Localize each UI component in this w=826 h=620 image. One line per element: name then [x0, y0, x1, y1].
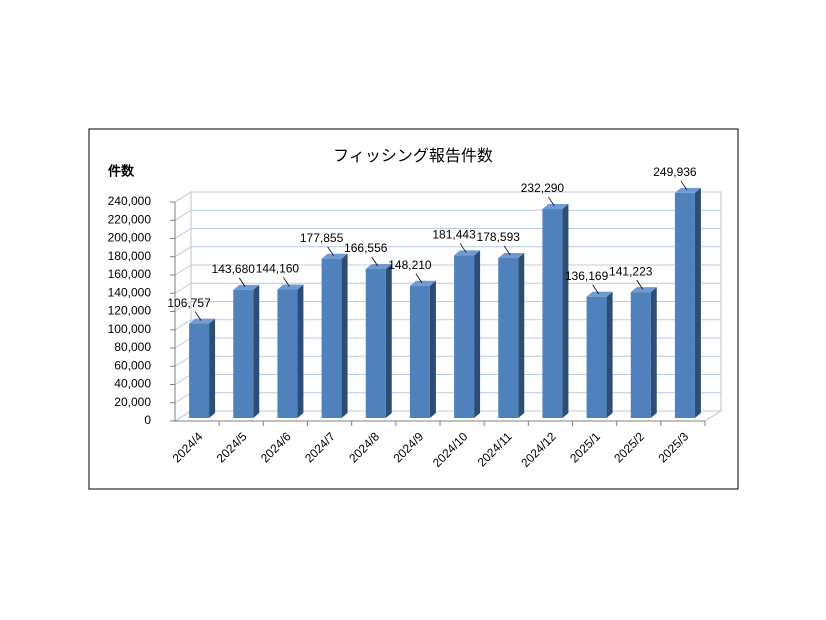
bar-side [385, 264, 392, 418]
y-tick-label: 140,000 [108, 285, 152, 299]
bar [542, 209, 563, 418]
label-leader [459, 243, 467, 253]
bar-top [321, 253, 348, 259]
bar-side [429, 280, 436, 418]
y-tick-label: 100,000 [108, 322, 152, 336]
data-label: 144,160 [256, 262, 300, 276]
bar [233, 289, 254, 418]
bar-side [606, 291, 613, 418]
bar [277, 289, 298, 418]
data-label: 178,593 [477, 230, 521, 244]
label-leader [327, 246, 334, 256]
grid-line [174, 191, 721, 203]
data-label: 177,855 [300, 231, 344, 245]
y-tick-label: 40,000 [114, 377, 151, 391]
data-label: 143,680 [212, 262, 256, 276]
y-tick-label: 120,000 [108, 304, 152, 318]
bar-side [650, 287, 657, 418]
chart-title: フィッシング報告件数 [333, 147, 493, 165]
bar-top [365, 264, 392, 270]
label-leader [194, 311, 202, 321]
data-label: 148,210 [388, 258, 432, 272]
label-leader [680, 180, 688, 191]
data-label: 249,936 [653, 165, 697, 179]
bar-top [498, 253, 525, 259]
y-tick-label: 200,000 [108, 231, 152, 245]
bar-top [674, 187, 701, 193]
data-label: 181,443 [432, 228, 476, 242]
bar-top [277, 284, 304, 290]
bar-side [209, 318, 216, 418]
y-tick-label: 60,000 [114, 358, 151, 372]
bar-top [409, 280, 436, 286]
bar [630, 292, 651, 418]
bar-side [341, 253, 348, 418]
y-tick-label: 0 [144, 413, 151, 427]
data-label: 141,223 [609, 264, 653, 278]
label-leader [238, 277, 246, 288]
bar-side [253, 284, 260, 418]
bar [321, 258, 342, 418]
bar-top [542, 204, 569, 210]
data-label: 166,556 [344, 241, 388, 255]
bar-side [518, 253, 525, 418]
bar-top [630, 287, 657, 293]
bar-top [233, 284, 260, 290]
bar-top [189, 318, 216, 324]
data-label: 136,169 [565, 269, 609, 283]
label-leader [371, 256, 379, 267]
label-leader [415, 273, 423, 283]
bar [454, 255, 475, 418]
y-axis-title: 件数 [108, 163, 135, 178]
bar-side [474, 250, 481, 418]
bar-side [297, 284, 304, 418]
bar [189, 323, 210, 418]
bar [409, 285, 430, 418]
y-tick-label: 180,000 [108, 249, 152, 263]
y-tick-label: 80,000 [114, 340, 151, 354]
label-leader [548, 196, 555, 207]
label-leader [503, 245, 511, 256]
y-tick-label: 220,000 [108, 212, 152, 226]
data-label: 232,290 [521, 181, 565, 195]
y-tick-label: 240,000 [108, 194, 152, 208]
bar [365, 269, 386, 418]
label-leader [283, 277, 290, 287]
y-tick-label: 160,000 [108, 267, 152, 281]
data-label: 106,757 [167, 296, 211, 310]
label-leader [592, 284, 599, 294]
bar [586, 296, 607, 418]
bar [498, 258, 519, 418]
y-tick-label: 20,000 [114, 395, 151, 409]
bar-top [454, 250, 481, 256]
bar-top [586, 291, 613, 297]
bar [674, 192, 695, 418]
label-leader [636, 279, 644, 290]
bar-side [562, 204, 569, 418]
bar-side [694, 187, 701, 418]
